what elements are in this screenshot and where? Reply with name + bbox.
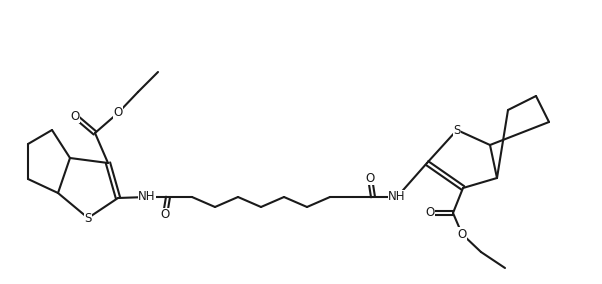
Text: S: S — [84, 212, 92, 224]
Text: O: O — [70, 110, 79, 122]
Text: O: O — [160, 208, 170, 222]
Text: O: O — [113, 106, 123, 120]
Text: O: O — [458, 227, 467, 241]
Text: NH: NH — [138, 191, 156, 204]
Text: S: S — [453, 124, 461, 137]
Text: O: O — [365, 172, 374, 185]
Text: O: O — [426, 206, 435, 220]
Text: NH: NH — [388, 191, 406, 204]
